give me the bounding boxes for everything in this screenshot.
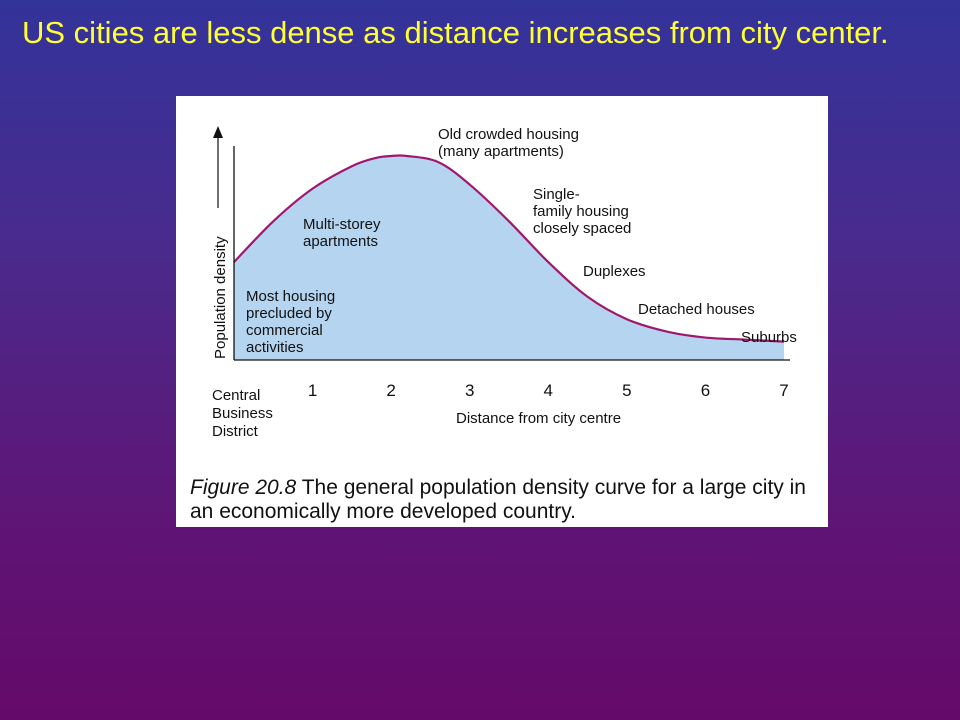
density-curve bbox=[233, 154, 785, 343]
x-tick-label: 6 bbox=[701, 381, 710, 400]
x-tick-label: 1 bbox=[308, 381, 317, 400]
curve-annotation-line: (many apartments) bbox=[438, 143, 564, 160]
curve-annotation-line: Old crowded housing bbox=[438, 126, 579, 143]
x-tick-label: 7 bbox=[779, 381, 788, 400]
x-axis-label: Distance from city centre bbox=[456, 410, 621, 427]
curve-annotation-line: activities bbox=[246, 339, 304, 356]
curve-annotation-line: Suburbs bbox=[741, 329, 797, 346]
curve-annotation-line: Detached houses bbox=[638, 301, 755, 318]
y-axis-arrow-head bbox=[213, 126, 223, 138]
figure-label: Figure 20.8 bbox=[190, 476, 297, 499]
x-tick-label: 2 bbox=[386, 381, 395, 400]
curve-annotation-line: Multi-storey bbox=[303, 216, 381, 233]
origin-label-line: Central bbox=[212, 387, 260, 404]
density-area-fill bbox=[234, 155, 784, 360]
origin-label-line: Business bbox=[212, 405, 273, 422]
curve-annotation-line: family housing bbox=[533, 203, 629, 220]
x-tick-label: 4 bbox=[544, 381, 553, 400]
population-density-chart: Population density 1 2 3 4 5 6 7 Distance from c… bbox=[212, 126, 797, 440]
curve-annotation-line: Single- bbox=[533, 186, 580, 203]
curve-annotation-line: commercial bbox=[246, 322, 323, 339]
caption-text: The general population density curve for… bbox=[190, 476, 806, 523]
slide-title: US cities are less dense as distance inc… bbox=[22, 15, 889, 50]
x-tick-label: 5 bbox=[622, 381, 631, 400]
curve-annotation-line: apartments bbox=[303, 233, 378, 250]
curve-annotation-line: closely spaced bbox=[533, 220, 631, 237]
figure-caption: Figure 20.8 The general population densi… bbox=[190, 476, 820, 524]
x-tick-label: 3 bbox=[465, 381, 474, 400]
curve-annotation-line: Duplexes bbox=[583, 263, 646, 280]
curve-annotation-line: Most housing bbox=[246, 288, 335, 305]
figure-panel: Population density 1 2 3 4 5 6 7 Distance from c… bbox=[176, 96, 828, 527]
origin-label-line: District bbox=[212, 423, 259, 440]
y-axis-label: Population density bbox=[212, 236, 229, 359]
curve-annotation-line: precluded by bbox=[246, 305, 332, 322]
